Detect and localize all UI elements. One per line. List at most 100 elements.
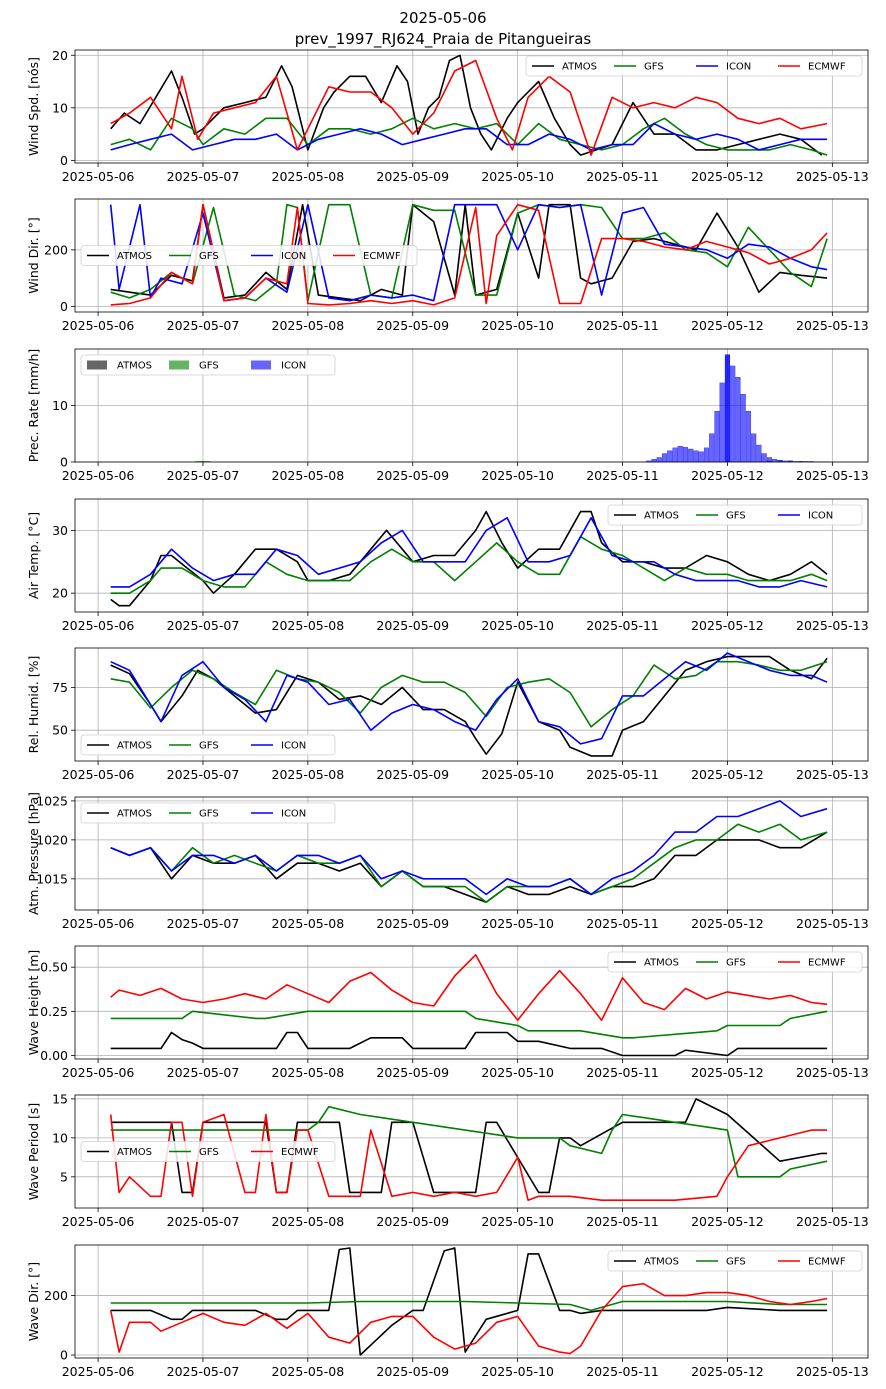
- plot-area: [110, 54, 828, 156]
- plot-area: [110, 953, 828, 1057]
- y-tick-label: 0.00: [40, 1048, 68, 1063]
- legend-label-icon: ICON: [808, 511, 833, 522]
- legend-label-ecmwf: ECMWF: [808, 1257, 846, 1268]
- bar-icon: [724, 354, 730, 462]
- y-tick-label: 1015: [36, 871, 68, 886]
- x-tick-label: 2025-05-12: [691, 1214, 764, 1229]
- bar-icon: [745, 410, 751, 462]
- y-tick-label: 10: [52, 1130, 68, 1145]
- bar-icon: [661, 453, 668, 462]
- legend-label-gfs: GFS: [199, 1147, 219, 1158]
- panel-8: 2025-05-06 2025-05-07 2025-05-08 2025-05-09…: [26, 1091, 869, 1229]
- y-tick-label: 200: [44, 242, 68, 257]
- x-tick-label: 2025-05-09: [376, 916, 449, 931]
- plot-area: [110, 510, 828, 607]
- series-line-ecmwf: [110, 59, 828, 156]
- legend-label-gfs: GFS: [726, 511, 746, 522]
- series-line-atmos: [110, 831, 828, 904]
- legend-box: [525, 55, 863, 77]
- bar-icon: [709, 433, 715, 462]
- series-line-ecmwf: [110, 953, 828, 1022]
- x-tick-label: 2025-05-07: [167, 468, 240, 483]
- x-tick-label: 2025-05-08: [272, 767, 345, 782]
- series-line-gfs: [110, 823, 828, 904]
- legend-box: [80, 354, 336, 376]
- y-tick-label: 0.50: [40, 960, 68, 975]
- panel-7: 2025-05-06 2025-05-07 2025-05-08 2025-05-09…: [26, 945, 869, 1080]
- x-tick-label: 2025-05-12: [691, 916, 764, 931]
- x-tick-label: 2025-05-13: [796, 468, 869, 483]
- y-tick-label: 20: [52, 48, 68, 63]
- x-tick-label: 2025-05-11: [586, 1065, 659, 1080]
- axes-frame: [74, 1244, 869, 1359]
- plot-area: [109, 203, 828, 306]
- series-line-icon: [110, 652, 828, 745]
- legend-label-gfs: GFS: [199, 809, 219, 820]
- x-tick-label: 2025-05-06: [62, 1364, 135, 1379]
- axes-frame: [74, 945, 869, 1060]
- legend: ATMOS GFS ICON ECMWF: [525, 55, 863, 77]
- x-tick-label: 2025-05-11: [586, 916, 659, 931]
- x-tick-label: 2025-05-11: [586, 618, 659, 633]
- figure-title-date: 2025-05-06: [399, 9, 486, 27]
- x-tick-label: 2025-05-09: [376, 169, 449, 184]
- legend-box: [607, 1250, 863, 1272]
- x-tick-label: 2025-05-07: [167, 169, 240, 184]
- x-tick-label: 2025-05-11: [586, 468, 659, 483]
- x-tick-label: 2025-05-09: [376, 1364, 449, 1379]
- series-line-atmos: [110, 655, 828, 757]
- y-axis-label: Atm. Pressure [hPa]: [26, 792, 41, 915]
- legend-label-gfs: GFS: [644, 62, 664, 73]
- panel-6: 2025-05-06 2025-05-07 2025-05-08 2025-05-09…: [26, 792, 869, 931]
- x-tick-label: 2025-05-08: [272, 916, 345, 931]
- x-tick-label: 2025-05-10: [481, 618, 554, 633]
- bar-icon: [672, 447, 678, 462]
- legend-label-gfs: GFS: [199, 361, 219, 372]
- panel-3: 2025-05-06 2025-05-07 2025-05-08 2025-05-09…: [26, 348, 869, 483]
- x-tick-label: 2025-05-12: [691, 318, 764, 333]
- bar-icon: [766, 457, 772, 462]
- x-tick-label: 2025-05-08: [272, 468, 345, 483]
- legend-label-ecmwf: ECMWF: [363, 251, 401, 262]
- panel-5: 2025-05-06 2025-05-07 2025-05-08 2025-05-09…: [26, 647, 869, 782]
- y-tick-label: 30: [52, 523, 68, 538]
- x-tick-label: 2025-05-13: [796, 767, 869, 782]
- x-tick-label: 2025-05-08: [272, 1364, 345, 1379]
- legend: ATMOS GFS ECMWF: [607, 1250, 863, 1272]
- y-tick-label: 75: [52, 680, 68, 695]
- x-tick-label: 2025-05-06: [62, 1214, 135, 1229]
- legend-label-ecmwf: ECMWF: [808, 62, 846, 73]
- x-tick-label: 2025-05-11: [586, 318, 659, 333]
- legend-box: [607, 504, 863, 526]
- x-tick-label: 2025-05-07: [167, 767, 240, 782]
- x-tick-label: 2025-05-07: [167, 618, 240, 633]
- series-line-gfs: [110, 1105, 828, 1178]
- bar-icon: [772, 459, 778, 462]
- legend-box: [80, 802, 336, 824]
- bar-icon: [677, 446, 683, 462]
- bar-icon: [761, 453, 767, 462]
- x-tick-label: 2025-05-10: [481, 1364, 554, 1379]
- legend-label-atmos: ATMOS: [117, 1147, 152, 1158]
- legend-swatch-gfs: [169, 360, 189, 370]
- legend: ATMOS GFS ICON: [80, 802, 336, 824]
- x-tick-label: 2025-05-09: [376, 318, 449, 333]
- panels: 2025-05-06 2025-05-07 2025-05-08 2025-05-09…: [26, 48, 869, 1379]
- y-tick-label: 0: [60, 455, 68, 470]
- plot-area: [109, 1247, 828, 1356]
- legend-label-icon: ICON: [281, 809, 306, 820]
- x-tick-label: 2025-05-13: [796, 618, 869, 633]
- x-tick-label: 2025-05-06: [62, 169, 135, 184]
- axes-frame: [74, 348, 869, 463]
- x-tick-label: 2025-05-06: [62, 916, 135, 931]
- x-tick-label: 2025-05-08: [272, 618, 345, 633]
- x-tick-label: 2025-05-09: [376, 618, 449, 633]
- x-tick-label: 2025-05-06: [62, 468, 135, 483]
- bar-icon: [740, 394, 746, 462]
- bar-icon: [693, 450, 699, 462]
- panel-2: 2025-05-06 2025-05-07 2025-05-08 2025-05-09…: [26, 198, 869, 333]
- panel-9: 2025-05-06 2025-05-07 2025-05-08 2025-05-09…: [26, 1244, 869, 1379]
- x-tick-label: 2025-05-10: [481, 916, 554, 931]
- bar-icon: [688, 448, 694, 462]
- x-tick-label: 2025-05-06: [62, 767, 135, 782]
